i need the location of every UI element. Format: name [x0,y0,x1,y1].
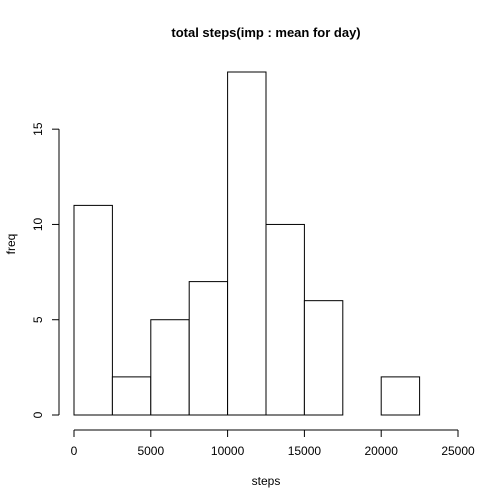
x-tick-label: 0 [71,444,78,458]
histogram-bar [112,377,150,415]
histogram-bar [381,377,419,415]
y-axis-label: freq [4,234,18,255]
histogram-bar [228,72,266,415]
x-tick-label: 5000 [137,444,164,458]
y-tick-label: 0 [31,411,45,418]
histogram-bar [304,301,342,415]
y-tick-label: 5 [31,316,45,323]
x-axis: 0 5000 10000 15000 20000 25000 [71,430,475,458]
y-axis: 0 5 10 15 [31,122,59,418]
histogram-bar [151,320,189,415]
x-axis-label: steps [252,474,281,488]
x-tick-label: 10000 [211,444,245,458]
y-tick-label: 10 [31,217,45,231]
bars-group [74,72,420,415]
histogram-bar [74,205,112,415]
x-tick-label: 15000 [288,444,322,458]
histogram-bar [189,282,227,415]
y-tick-label: 15 [31,122,45,136]
chart-title: total steps(imp : mean for day) [171,25,360,40]
x-tick-label: 25000 [441,444,475,458]
histogram-bar [266,224,304,415]
x-tick-label: 20000 [365,444,399,458]
